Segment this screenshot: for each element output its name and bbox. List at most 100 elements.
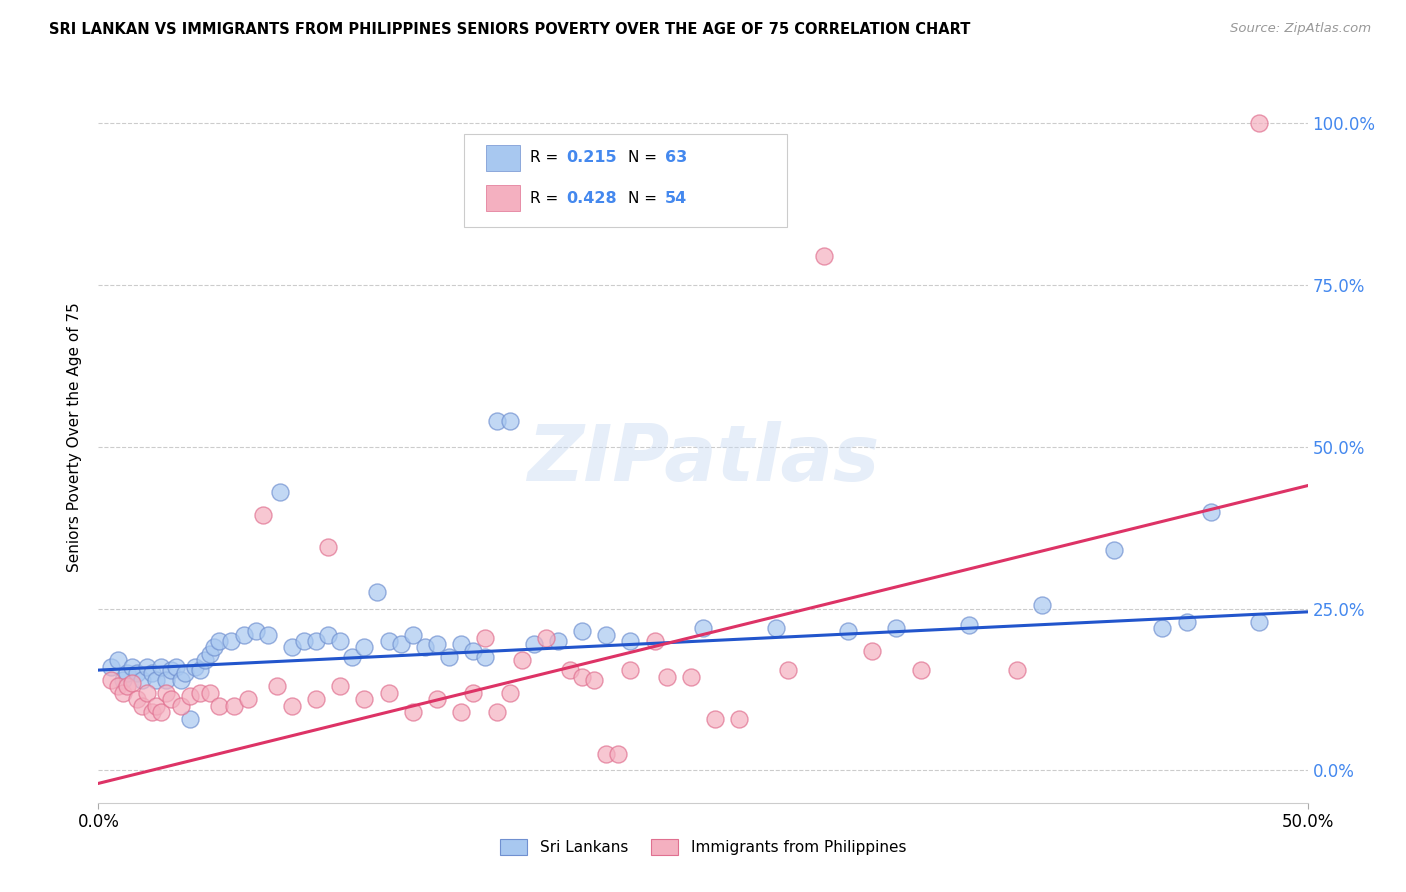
Point xyxy=(329,634,352,648)
Point xyxy=(221,634,243,648)
Point xyxy=(1007,663,1029,677)
Point xyxy=(208,698,231,713)
Point xyxy=(571,624,593,639)
Point xyxy=(498,414,520,428)
Point xyxy=(534,631,557,645)
Point xyxy=(141,666,163,681)
Point xyxy=(498,686,520,700)
Point xyxy=(486,414,509,428)
Point xyxy=(135,686,157,700)
Point xyxy=(169,698,191,713)
Point xyxy=(1175,615,1198,629)
Text: N =: N = xyxy=(628,151,662,165)
Point xyxy=(305,692,328,706)
Point xyxy=(111,673,134,687)
Point xyxy=(188,686,211,700)
Point xyxy=(486,705,509,719)
Point xyxy=(174,666,197,681)
Text: Source: ZipAtlas.com: Source: ZipAtlas.com xyxy=(1230,22,1371,36)
Point xyxy=(245,624,267,639)
Point xyxy=(342,650,364,665)
Point xyxy=(179,689,201,703)
Point xyxy=(353,692,375,706)
Point xyxy=(910,663,932,677)
Point xyxy=(252,508,274,522)
Point xyxy=(121,676,143,690)
Point xyxy=(256,627,278,641)
Point xyxy=(169,673,191,687)
Point xyxy=(117,679,139,693)
Point xyxy=(837,624,859,639)
Point xyxy=(619,634,641,648)
Point xyxy=(204,640,226,655)
Point xyxy=(413,640,436,655)
Point xyxy=(886,621,908,635)
Point xyxy=(316,627,339,641)
Point xyxy=(583,673,606,687)
Point xyxy=(1199,504,1222,518)
Legend: Sri Lankans, Immigrants from Philippines: Sri Lankans, Immigrants from Philippines xyxy=(494,833,912,861)
Point xyxy=(474,650,496,665)
Point xyxy=(366,585,388,599)
Point xyxy=(145,673,167,687)
Point xyxy=(619,663,641,677)
Point xyxy=(957,617,980,632)
Point xyxy=(679,669,702,683)
Point xyxy=(655,669,678,683)
Point xyxy=(121,660,143,674)
Point xyxy=(329,679,352,693)
Point xyxy=(523,637,546,651)
Point xyxy=(558,663,581,677)
Point xyxy=(813,249,835,263)
Point xyxy=(305,634,328,648)
Point xyxy=(141,705,163,719)
Point xyxy=(595,747,617,762)
Point xyxy=(292,634,315,648)
Point xyxy=(389,637,412,651)
Text: R =: R = xyxy=(530,191,564,205)
Text: N =: N = xyxy=(628,191,662,205)
Point xyxy=(100,673,122,687)
Point xyxy=(111,686,134,700)
Point xyxy=(463,686,485,700)
Text: ZIPatlas: ZIPatlas xyxy=(527,421,879,497)
Point xyxy=(155,673,177,687)
Point xyxy=(776,663,799,677)
Point xyxy=(150,705,173,719)
Point xyxy=(160,692,183,706)
Point xyxy=(100,660,122,674)
Point xyxy=(135,660,157,674)
Point xyxy=(281,640,304,655)
Text: R =: R = xyxy=(530,151,564,165)
Text: SRI LANKAN VS IMMIGRANTS FROM PHILIPPINES SENIORS POVERTY OVER THE AGE OF 75 COR: SRI LANKAN VS IMMIGRANTS FROM PHILIPPINE… xyxy=(49,22,970,37)
Point xyxy=(860,643,883,657)
Point xyxy=(160,663,183,677)
Point xyxy=(194,653,217,667)
Point xyxy=(692,621,714,635)
Point xyxy=(131,673,153,687)
Text: 63: 63 xyxy=(665,151,688,165)
Point xyxy=(437,650,460,665)
Point xyxy=(450,637,472,651)
Point xyxy=(765,621,787,635)
Point xyxy=(402,627,425,641)
Point xyxy=(377,686,399,700)
Point xyxy=(107,679,129,693)
Point xyxy=(377,634,399,648)
Point xyxy=(117,666,139,681)
Point xyxy=(179,712,201,726)
Point xyxy=(127,666,149,681)
Point xyxy=(426,637,449,651)
Text: 0.215: 0.215 xyxy=(567,151,617,165)
Point xyxy=(188,663,211,677)
Point xyxy=(127,692,149,706)
Point xyxy=(1249,615,1271,629)
Point xyxy=(1031,599,1053,613)
Point xyxy=(165,660,187,674)
Point xyxy=(155,686,177,700)
Point xyxy=(1102,543,1125,558)
Point xyxy=(426,692,449,706)
Point xyxy=(547,634,569,648)
Point xyxy=(704,712,727,726)
Point xyxy=(131,698,153,713)
